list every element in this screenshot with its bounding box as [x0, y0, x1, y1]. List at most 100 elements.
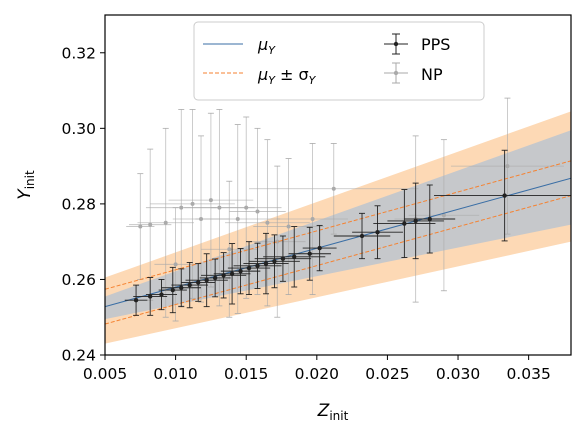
pps-point [171, 261, 209, 309]
np-marker [505, 164, 510, 169]
np-marker [138, 224, 143, 229]
np-marker [265, 220, 270, 225]
y-axis: 0.24 0.26 0.28 0.30 0.32 [61, 44, 105, 365]
pps-marker [359, 233, 365, 239]
np-marker [310, 217, 315, 221]
pps-marker [272, 259, 277, 264]
pps-marker [280, 256, 286, 261]
legend-mean-label: μY [257, 35, 276, 57]
y-tick-label: 0.30 [61, 120, 96, 138]
np-point [201, 180, 258, 318]
pps-marker [133, 298, 139, 303]
y-tick-label: 0.32 [61, 44, 96, 62]
pps-marker [204, 278, 209, 283]
pps-point [288, 226, 331, 281]
pps-point [249, 234, 300, 289]
pps-marker [179, 285, 184, 290]
np-point [249, 143, 419, 235]
np-point [195, 124, 281, 314]
pps-point [158, 266, 187, 314]
pps-point [227, 241, 271, 296]
np-marker [255, 209, 260, 214]
sigma-lower-line [105, 195, 571, 325]
x-tick-label: 0.035 [506, 365, 550, 383]
np-point [253, 158, 324, 295]
legend-np-label: NP [421, 65, 443, 84]
pps-point [263, 226, 326, 288]
pps-marker [402, 221, 407, 226]
pps-point [185, 253, 228, 308]
np-point [150, 109, 235, 299]
x-tick-label: 0.020 [295, 365, 339, 383]
np-marker [441, 213, 446, 218]
np-marker [148, 222, 153, 227]
pps-marker [246, 265, 252, 271]
plot-frame [104, 14, 572, 356]
pps-point [145, 278, 178, 311]
pps-point [434, 149, 571, 242]
pps-marker [375, 230, 380, 235]
np-point [277, 143, 348, 295]
pps-marker [292, 254, 297, 259]
np-marker [227, 247, 232, 252]
pps-point [213, 243, 251, 305]
pps-marker [413, 218, 418, 224]
np-point [168, 112, 254, 288]
pps-marker [307, 251, 312, 256]
np-marker [331, 186, 336, 191]
x-tick-label: 0.010 [153, 365, 197, 383]
x-axis: 0.005 0.010 0.015 0.020 0.025 0.030 0.035 [83, 355, 551, 383]
np-point [137, 127, 194, 318]
np-marker [286, 224, 291, 229]
np-marker [208, 198, 213, 203]
np-marker [244, 205, 249, 210]
pps-point [387, 182, 444, 260]
np-marker [173, 262, 178, 267]
pps-marker [212, 275, 218, 281]
pps-marker [255, 263, 260, 269]
legend: μY μY ± σY PPS NP [193, 21, 485, 101]
np-point [225, 139, 310, 307]
pps-marker [229, 271, 235, 276]
legend-np-marker [384, 62, 408, 84]
y-tick-label: 0.28 [61, 195, 96, 213]
x-tick-label: 0.015 [224, 365, 268, 383]
legend-box [193, 21, 485, 101]
pps-point [199, 258, 231, 298]
pps-point [161, 268, 202, 308]
sigma-upper-line [105, 160, 571, 290]
x-tick-label: 0.030 [436, 365, 480, 383]
pps-marker [196, 280, 201, 285]
pps-marker [238, 268, 243, 274]
pps-point [181, 263, 216, 302]
pps-marker [159, 292, 164, 297]
pps-marker [147, 294, 153, 299]
np-point [450, 97, 564, 235]
pps-marker [502, 193, 507, 198]
np-marker [179, 205, 184, 210]
np-marker [190, 201, 195, 206]
np-marker [275, 239, 280, 244]
pps-marker [427, 216, 432, 222]
pps-point [333, 212, 391, 260]
pps-marker [170, 287, 175, 293]
x-tick-label: 0.025 [365, 365, 409, 383]
legend-sigma-label: μY ± σY [257, 65, 317, 87]
pps-point [302, 224, 337, 272]
np-point [408, 139, 480, 292]
pps-point [220, 248, 261, 295]
np-point [249, 165, 306, 318]
y-tick-label: 0.26 [61, 271, 96, 289]
pps-point [373, 189, 436, 258]
x-tick-label: 0.005 [83, 365, 127, 383]
pps-marker [263, 261, 269, 266]
pps-point [352, 205, 403, 260]
np-marker [235, 217, 240, 221]
pps-point [404, 184, 456, 254]
plot-area [105, 97, 571, 344]
pps-point [243, 232, 289, 295]
pps-marker [187, 282, 192, 288]
pps-point [124, 284, 148, 316]
y-tick-label: 0.24 [61, 347, 96, 365]
